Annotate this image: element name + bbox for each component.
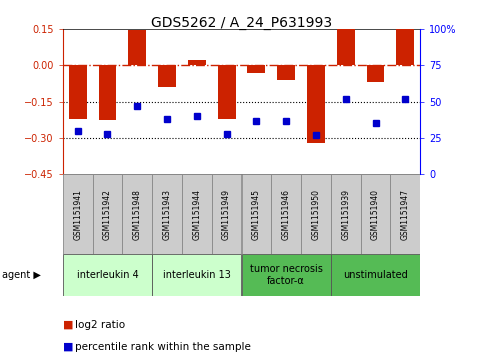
Bar <box>152 254 242 296</box>
Text: interleukin 13: interleukin 13 <box>163 270 231 280</box>
Bar <box>247 65 265 73</box>
Bar <box>367 65 384 82</box>
Text: GSM1151942: GSM1151942 <box>103 189 112 240</box>
Text: ■: ■ <box>63 320 73 330</box>
Text: GSM1151945: GSM1151945 <box>252 189 261 240</box>
Text: unstimulated: unstimulated <box>343 270 408 280</box>
Bar <box>63 254 152 296</box>
Bar <box>63 174 93 254</box>
Bar <box>390 174 420 254</box>
Bar <box>242 254 331 296</box>
Bar <box>301 174 331 254</box>
Bar <box>93 174 122 254</box>
Text: agent ▶: agent ▶ <box>2 270 41 280</box>
Bar <box>158 65 176 87</box>
Bar <box>361 174 390 254</box>
Text: GSM1151948: GSM1151948 <box>133 189 142 240</box>
Bar <box>128 29 146 65</box>
Text: GSM1151941: GSM1151941 <box>73 189 82 240</box>
Bar <box>218 65 236 119</box>
Bar <box>271 174 301 254</box>
Bar <box>182 174 212 254</box>
Bar <box>152 174 182 254</box>
Bar <box>188 61 206 65</box>
Text: percentile rank within the sample: percentile rank within the sample <box>75 342 251 352</box>
Text: GSM1151947: GSM1151947 <box>401 189 410 240</box>
Text: interleukin 4: interleukin 4 <box>77 270 138 280</box>
Bar <box>69 65 86 119</box>
Text: GSM1151943: GSM1151943 <box>163 189 171 240</box>
Text: GDS5262 / A_24_P631993: GDS5262 / A_24_P631993 <box>151 16 332 30</box>
Bar <box>99 65 116 120</box>
Text: GSM1151949: GSM1151949 <box>222 189 231 240</box>
Text: log2 ratio: log2 ratio <box>75 320 125 330</box>
Text: ■: ■ <box>63 342 73 352</box>
Bar <box>397 29 414 65</box>
Text: GSM1151946: GSM1151946 <box>282 189 291 240</box>
Bar <box>337 29 355 65</box>
Bar <box>307 65 325 143</box>
Text: GSM1151944: GSM1151944 <box>192 189 201 240</box>
Bar <box>331 174 361 254</box>
Text: GSM1151940: GSM1151940 <box>371 189 380 240</box>
Text: GSM1151939: GSM1151939 <box>341 189 350 240</box>
Bar <box>212 174 242 254</box>
Bar <box>122 174 152 254</box>
Bar <box>331 254 420 296</box>
Bar <box>242 174 271 254</box>
Text: tumor necrosis
factor-α: tumor necrosis factor-α <box>250 264 323 286</box>
Bar <box>277 65 295 80</box>
Text: GSM1151950: GSM1151950 <box>312 189 320 240</box>
